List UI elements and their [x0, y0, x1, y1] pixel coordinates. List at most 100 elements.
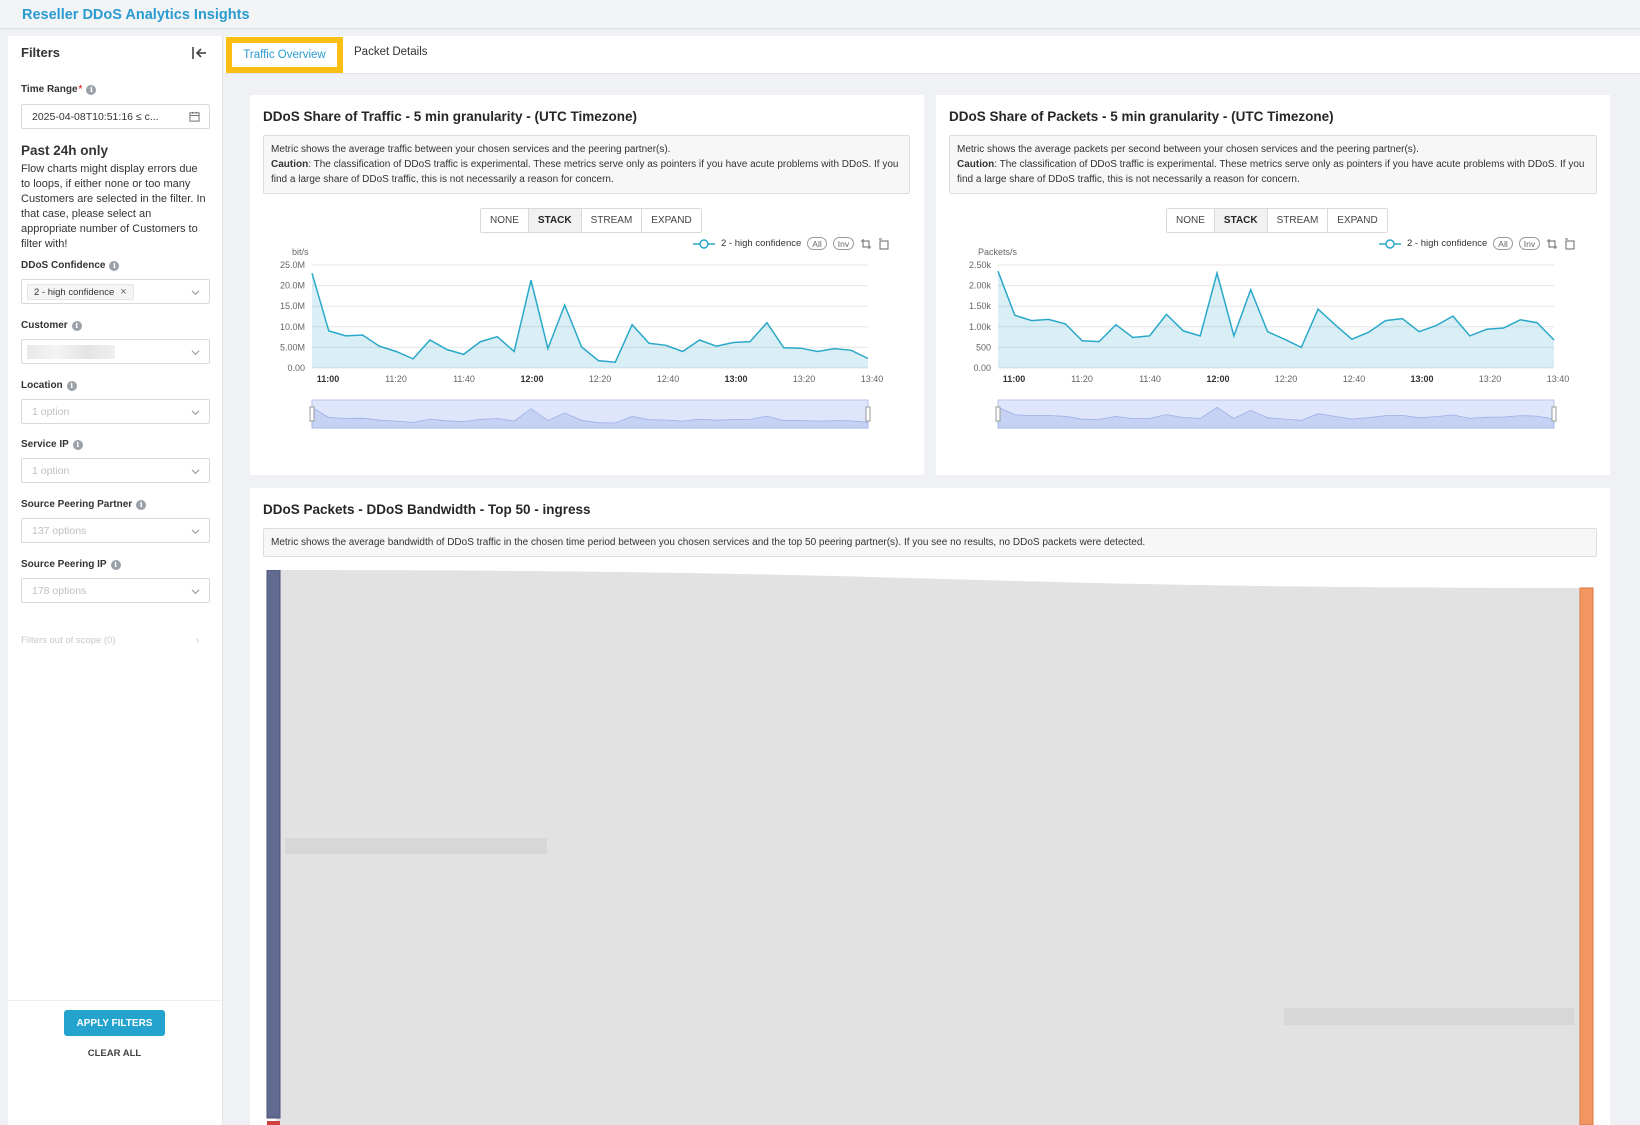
y-axis-unit: Packets/s: [978, 247, 1018, 257]
x-tick-label: 11:20: [1071, 374, 1093, 384]
divider: [8, 1000, 222, 1001]
range-slider-preview: [311, 406, 869, 429]
sankey-panel: DDoS Packets - DDoS Bandwidth - Top 50 -…: [250, 488, 1610, 1125]
range-handle-left: [309, 406, 315, 422]
mode-stream-button[interactable]: STREAM: [581, 209, 643, 232]
chevron-right-icon: ›: [195, 635, 199, 646]
source-peering-partner-label: Source Peering Partner i: [21, 499, 147, 510]
tab-traffic-overview[interactable]: Traffic Overview: [226, 37, 343, 73]
info-icon: i: [86, 84, 97, 95]
remove-tag-icon[interactable]: ×: [120, 286, 127, 298]
panel-title: DDoS Packets - DDoS Bandwidth - Top 50 -…: [263, 502, 591, 517]
redacted-node-label: [285, 838, 547, 854]
location-label: Location i: [21, 380, 77, 391]
source-peering-ip-label: Source Peering IP i: [21, 559, 121, 570]
notice-text: Flow charts might display errors due to …: [21, 163, 206, 250]
sankey-flow[interactable]: [276, 570, 1580, 1125]
traffic-area-chart[interactable]: bit/s 25.0M 20.0M 15.0M 10.0M 5.00M 0.00 11:00 1…: [250, 245, 924, 475]
y-tick-label: 20.0M: [280, 281, 305, 291]
mode-stream-button[interactable]: STREAM: [1267, 209, 1329, 232]
panel-title: DDoS Share of Traffic - 5 min granularit…: [263, 109, 638, 124]
x-tick-label: 11:20: [385, 374, 407, 384]
ddos-confidence-select[interactable]: 2 - high confidence ×: [21, 279, 210, 304]
customer-label: Customer i: [21, 320, 82, 331]
info-icon: i: [72, 439, 83, 450]
info-icon: i: [109, 260, 120, 271]
info-icon: i: [66, 380, 77, 391]
app-header: Reseller DDoS Analytics Insights: [0, 0, 1640, 29]
range-handle-left: [995, 406, 1001, 422]
notice-title: Past 24h only: [21, 143, 109, 158]
x-tick-label: 11:40: [453, 374, 475, 384]
x-tick-label: 12:20: [1275, 374, 1298, 384]
y-tick-label: 0.00: [973, 363, 991, 373]
panel-description: Metric shows the average traffic between…: [263, 135, 910, 194]
chevron-down-icon: [191, 410, 200, 416]
redacted-value: [27, 345, 115, 359]
x-tick-label: 12:40: [1343, 374, 1366, 384]
y-tick-label: 2.00k: [969, 281, 992, 291]
x-tick-label: 13:00: [724, 374, 747, 384]
legend-marker-icon: [693, 238, 715, 249]
legend-all-button[interactable]: All: [1493, 237, 1513, 250]
mode-stack-button[interactable]: STACK: [1214, 209, 1268, 232]
collapse-sidebar-icon[interactable]: [189, 43, 209, 63]
packets-area-chart[interactable]: Packets/s 2.50k 2.00k 1.50k 1.00k 500 0.00 11:0…: [936, 245, 1610, 475]
y-tick-label: 5.00M: [280, 342, 305, 352]
packets-chart-panel: DDoS Share of Packets - 5 min granularit…: [936, 95, 1610, 475]
filters-sidebar: Filters Time Range * i 2025-04-08T10:51:1…: [8, 36, 223, 1125]
y-tick-label: 10.0M: [280, 322, 305, 332]
y-tick-label: 2.50k: [969, 260, 992, 270]
x-tick-label: 12:20: [589, 374, 612, 384]
sankey-target-node[interactable]: [1579, 587, 1594, 1125]
tab-packet-details[interactable]: Packet Details: [354, 46, 428, 58]
info-icon: i: [110, 559, 121, 570]
x-tick-label: 11:40: [1139, 374, 1161, 384]
series-area: [998, 271, 1554, 368]
service-ip-select[interactable]: 1 option: [21, 458, 210, 483]
zoom-reset-icon[interactable]: [878, 238, 890, 250]
x-tick-label: 13:20: [1479, 374, 1502, 384]
source-peering-ip-select[interactable]: 178 options: [21, 578, 210, 603]
source-peering-partner-select[interactable]: 137 options: [21, 518, 210, 543]
legend-series-label[interactable]: 2 - high confidence: [1407, 238, 1488, 249]
y-tick-label: 15.0M: [280, 301, 305, 311]
sankey-source-node-2[interactable]: [267, 1121, 280, 1125]
zoom-select-icon[interactable]: [1546, 238, 1558, 250]
chevron-down-icon: [191, 469, 200, 475]
y-tick-label: 1.50k: [969, 301, 992, 311]
series-line: [997, 270, 1555, 349]
legend-marker-icon: [1379, 238, 1401, 249]
x-tick-label: 12:00: [520, 374, 543, 384]
mode-expand-button[interactable]: EXPAND: [1328, 209, 1387, 232]
y-tick-label: 500: [976, 342, 991, 352]
x-tick-label: 11:00: [317, 374, 340, 384]
zoom-select-icon[interactable]: [860, 238, 872, 250]
y-tick-label: 25.0M: [280, 260, 305, 270]
mode-stack-button[interactable]: STACK: [528, 209, 582, 232]
filters-out-of-scope[interactable]: Filters out of scope (0) ›: [21, 635, 199, 646]
info-icon: i: [136, 499, 147, 510]
mode-expand-button[interactable]: EXPAND: [642, 209, 701, 232]
x-tick-label: 13:20: [793, 374, 816, 384]
mode-none-button[interactable]: NONE: [481, 209, 529, 232]
sankey-diagram[interactable]: [250, 570, 1610, 1125]
sankey-source-node[interactable]: [266, 570, 281, 1119]
x-tick-label: 12:00: [1206, 374, 1229, 384]
chevron-down-icon: [191, 589, 200, 595]
location-select[interactable]: 1 option: [21, 399, 210, 424]
stack-mode-control: NONE STACK STREAM EXPAND: [1166, 208, 1388, 233]
customer-select[interactable]: [21, 339, 210, 364]
clear-all-button[interactable]: CLEAR ALL: [87, 1048, 142, 1059]
legend-all-button[interactable]: All: [807, 237, 827, 250]
legend-inv-button[interactable]: Inv: [832, 237, 855, 250]
zoom-reset-icon[interactable]: [1564, 238, 1576, 250]
legend-series-label[interactable]: 2 - high confidence: [721, 238, 802, 249]
apply-filters-button[interactable]: APPLY FILTERS: [64, 1010, 165, 1036]
time-range-picker[interactable]: 2025-04-08T10:51:16 ≤ c...: [21, 104, 210, 129]
chevron-down-icon: [191, 350, 200, 356]
app-title: Reseller DDoS Analytics Insights: [22, 7, 250, 23]
panel-title: DDoS Share of Packets - 5 min granularit…: [949, 109, 1334, 124]
legend-inv-button[interactable]: Inv: [1518, 237, 1541, 250]
mode-none-button[interactable]: NONE: [1167, 209, 1215, 232]
